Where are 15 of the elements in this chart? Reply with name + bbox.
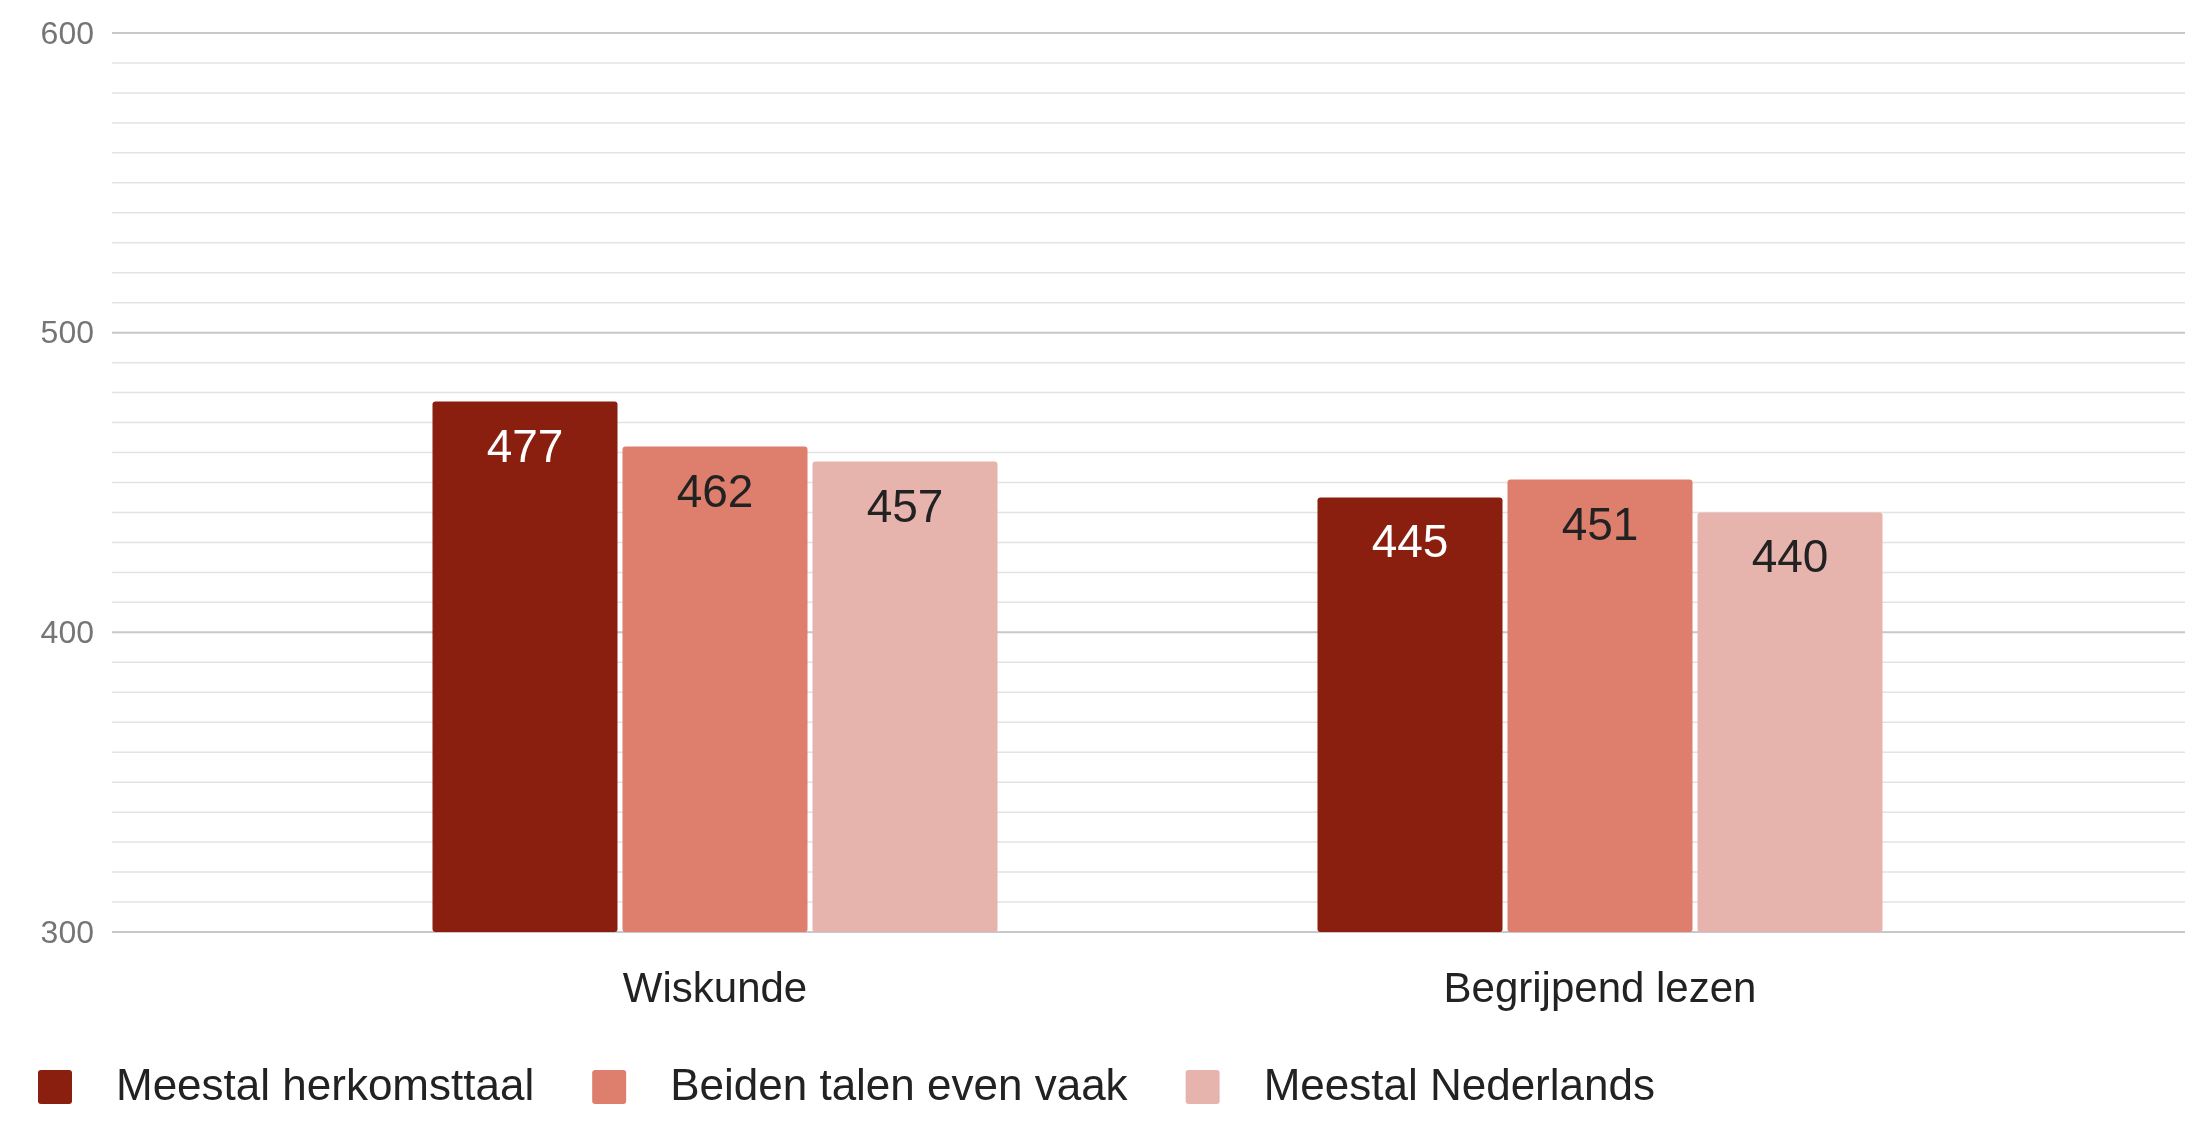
y-tick-label: 500	[40, 314, 94, 351]
x-tick-label: Wiskunde	[622, 964, 808, 1011]
legend-label: Meestal herkomsttaal	[116, 1060, 535, 1109]
x-tick-label: Begrijpend lezen	[1443, 964, 1757, 1011]
data-label: 477	[486, 419, 564, 472]
data-label: 462	[676, 464, 754, 517]
data-label: 440	[1751, 530, 1829, 583]
data-label: 451	[1561, 497, 1639, 550]
data-label: 457	[866, 479, 944, 532]
y-tick-label: 400	[40, 614, 94, 651]
legend-label: Meestal Nederlands	[1263, 1060, 1655, 1109]
legend-label: Beiden talen even vaak	[670, 1060, 1129, 1109]
data-label: 445	[1371, 515, 1449, 568]
y-tick-label: 600	[40, 14, 94, 51]
y-tick-label: 300	[40, 913, 94, 950]
